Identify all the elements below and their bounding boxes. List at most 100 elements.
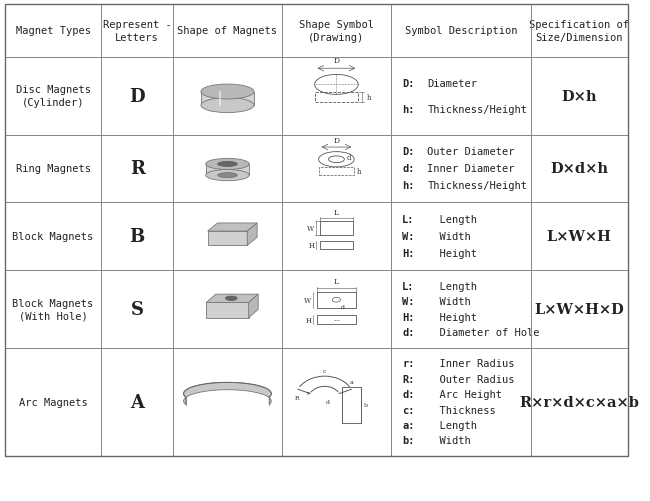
Polygon shape (201, 92, 254, 106)
Text: h:: h: (402, 104, 415, 114)
Text: L: L (334, 278, 339, 286)
Bar (173, 5, 282, 58)
Text: Width: Width (427, 297, 471, 307)
Text: Length: Length (427, 420, 477, 430)
Ellipse shape (201, 85, 254, 100)
Text: L: L (334, 208, 339, 216)
Text: S: S (131, 301, 144, 318)
Bar (173, 348, 282, 456)
Ellipse shape (226, 297, 237, 301)
Text: Inner Diameter: Inner Diameter (427, 164, 515, 174)
Text: c: c (323, 368, 326, 373)
Bar (282, 135, 391, 203)
Text: Represent -
Letters: Represent - Letters (103, 20, 172, 43)
Bar (101, 58, 173, 135)
Ellipse shape (218, 173, 237, 178)
Polygon shape (208, 231, 247, 246)
Bar (315, 93, 358, 103)
Bar (101, 203, 173, 271)
Text: b: b (364, 403, 368, 407)
Text: Length: Length (427, 215, 477, 225)
Text: h:: h: (402, 181, 415, 191)
Bar (343, 387, 361, 423)
Text: h: h (367, 94, 371, 102)
Text: a: a (350, 380, 354, 385)
Text: L:: L: (402, 281, 415, 291)
Bar (173, 203, 282, 271)
Text: D×d×h: D×d×h (551, 162, 608, 176)
Text: Thickness: Thickness (427, 405, 496, 415)
Text: d:: d: (402, 328, 415, 338)
Text: d:: d: (402, 164, 415, 174)
Bar (391, 5, 531, 58)
Text: Shape of Magnets: Shape of Magnets (177, 26, 278, 36)
Text: Symbol Description: Symbol Description (405, 26, 517, 36)
Text: D:: D: (402, 79, 415, 89)
Polygon shape (247, 223, 257, 246)
Text: R: R (295, 395, 300, 400)
Text: Disc Magnets
(Cylinder): Disc Magnets (Cylinder) (16, 85, 90, 108)
Bar (5, 5, 101, 58)
Bar (101, 5, 173, 58)
Ellipse shape (205, 170, 249, 181)
Text: Outer Radius: Outer Radius (427, 374, 515, 384)
Bar (391, 58, 531, 135)
Polygon shape (183, 383, 271, 405)
Text: Magnet Types: Magnet Types (16, 26, 90, 36)
Bar (531, 58, 627, 135)
Bar (5, 203, 101, 271)
Text: Height: Height (427, 312, 477, 322)
Text: L×W×H: L×W×H (547, 230, 612, 243)
Ellipse shape (205, 159, 249, 170)
Ellipse shape (201, 99, 254, 113)
Bar (391, 271, 531, 348)
Text: b:: b: (402, 435, 415, 445)
Text: W: W (307, 224, 315, 232)
Text: Height: Height (427, 248, 477, 259)
Bar (317, 292, 356, 308)
Text: d: d (346, 154, 351, 162)
Text: c:: c: (402, 405, 415, 415)
Text: L:: L: (402, 215, 415, 225)
Bar (531, 271, 627, 348)
Text: Width: Width (427, 231, 471, 241)
Bar (318, 167, 354, 175)
Bar (282, 5, 391, 58)
Text: A: A (130, 393, 144, 411)
Bar (282, 203, 391, 271)
Text: R×r×d×c×a×b: R×r×d×c×a×b (519, 395, 639, 409)
Bar (391, 348, 531, 456)
Bar (320, 242, 353, 250)
Polygon shape (206, 295, 258, 303)
Bar (5, 271, 101, 348)
Bar (173, 271, 282, 348)
Text: d:: d: (402, 389, 415, 399)
Ellipse shape (218, 162, 237, 167)
Bar (317, 316, 356, 325)
Bar (531, 348, 627, 456)
Text: W: W (304, 296, 311, 304)
Text: Length: Length (427, 281, 477, 291)
Text: Shape Symbol
(Drawing): Shape Symbol (Drawing) (299, 20, 374, 43)
Text: D: D (129, 88, 145, 105)
Bar (531, 135, 627, 203)
Text: Arc Magnets: Arc Magnets (19, 397, 88, 407)
Bar (531, 5, 627, 58)
Text: D: D (333, 137, 339, 145)
Text: Specification of
Size/Dimension: Specification of Size/Dimension (529, 20, 629, 43)
Text: Block Magnets: Block Magnets (12, 231, 94, 241)
Text: H: H (306, 316, 311, 324)
Text: r: r (307, 390, 310, 395)
Text: H: H (309, 242, 315, 250)
Text: D: D (333, 58, 339, 65)
Text: H:: H: (402, 312, 415, 322)
Text: D:: D: (402, 147, 415, 157)
Bar (101, 135, 173, 203)
Text: Thickness/Height: Thickness/Height (427, 104, 527, 114)
Bar (101, 271, 173, 348)
Bar (5, 348, 101, 456)
Bar (391, 203, 531, 271)
Bar (173, 135, 282, 203)
Text: H:: H: (402, 248, 415, 259)
Bar (5, 58, 101, 135)
